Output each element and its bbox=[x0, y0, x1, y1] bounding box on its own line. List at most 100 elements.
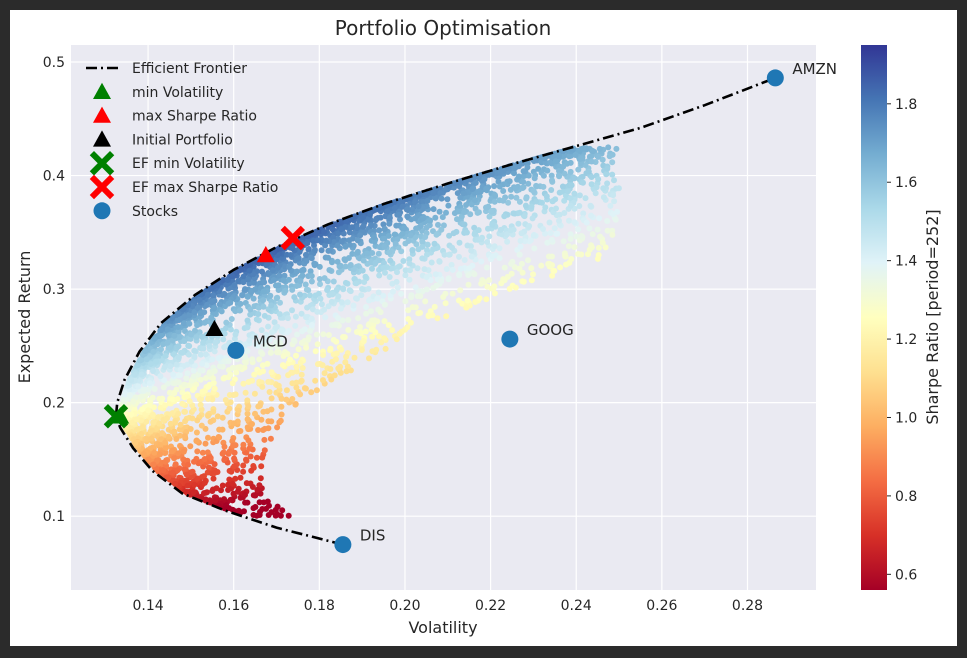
portfolio-point bbox=[216, 426, 223, 433]
portfolio-point bbox=[289, 307, 295, 314]
portfolio-point bbox=[292, 313, 299, 320]
portfolio-point bbox=[280, 277, 287, 284]
portfolio-point bbox=[157, 441, 164, 448]
portfolio-point bbox=[607, 202, 614, 209]
portfolio-point bbox=[221, 344, 228, 351]
portfolio-point bbox=[496, 245, 503, 252]
portfolio-point bbox=[244, 317, 251, 324]
portfolio-point bbox=[475, 209, 482, 216]
portfolio-point bbox=[404, 213, 411, 220]
portfolio-point bbox=[259, 383, 266, 390]
y-tick-label: 0.4 bbox=[43, 169, 65, 185]
portfolio-point bbox=[237, 300, 244, 307]
figure-frame: AMZN GOOG MCD DIS 0.14 0.16 0.18 0.20 0.22 0.24 0… bbox=[10, 10, 957, 646]
portfolio-point bbox=[145, 457, 152, 463]
x-tick-label: 0.24 bbox=[561, 598, 592, 614]
portfolio-point bbox=[172, 480, 179, 487]
portfolio-point bbox=[220, 277, 227, 283]
portfolio-point bbox=[398, 290, 405, 297]
portfolio-point bbox=[197, 401, 204, 408]
colorbar-ticks: 0.6 0.8 1.0 1.2 1.4 1.6 1.8 bbox=[887, 97, 917, 583]
portfolio-point bbox=[501, 264, 508, 271]
portfolio-point bbox=[593, 184, 600, 191]
portfolio-point bbox=[471, 224, 478, 231]
portfolio-point bbox=[308, 315, 315, 322]
portfolio-point bbox=[261, 447, 268, 454]
portfolio-point bbox=[381, 226, 388, 233]
portfolio-point bbox=[468, 253, 475, 260]
portfolio-point bbox=[229, 273, 236, 279]
portfolio-point bbox=[265, 425, 272, 432]
portfolio-point bbox=[325, 332, 332, 338]
portfolio-point bbox=[211, 385, 218, 392]
portfolio-point bbox=[446, 251, 453, 258]
portfolio-point bbox=[257, 475, 264, 482]
portfolio-point bbox=[158, 346, 164, 353]
portfolio-point bbox=[210, 408, 217, 415]
portfolio-point bbox=[175, 328, 182, 335]
portfolio-point bbox=[528, 265, 535, 272]
portfolio-point bbox=[308, 278, 315, 285]
portfolio-point bbox=[572, 152, 579, 158]
portfolio-point bbox=[515, 173, 522, 180]
portfolio-point bbox=[231, 282, 238, 289]
portfolio-point bbox=[481, 279, 488, 286]
portfolio-point bbox=[461, 209, 468, 216]
portfolio-point bbox=[233, 369, 240, 376]
portfolio-point bbox=[483, 185, 490, 192]
portfolio-point bbox=[151, 449, 158, 456]
portfolio-point bbox=[194, 417, 201, 424]
portfolio-point bbox=[191, 458, 197, 465]
portfolio-point bbox=[135, 383, 142, 390]
portfolio-point bbox=[369, 265, 375, 272]
portfolio-point bbox=[354, 225, 360, 231]
portfolio-point bbox=[546, 219, 553, 226]
portfolio-point bbox=[357, 324, 363, 330]
portfolio-point bbox=[531, 245, 538, 252]
portfolio-point bbox=[147, 361, 154, 367]
portfolio-point bbox=[307, 268, 314, 275]
portfolio-point bbox=[541, 155, 548, 162]
portfolio-point bbox=[259, 351, 266, 357]
portfolio-point bbox=[267, 292, 274, 299]
portfolio-point bbox=[498, 280, 505, 287]
portfolio-point bbox=[128, 411, 135, 418]
portfolio-point bbox=[259, 362, 266, 369]
portfolio-point bbox=[491, 283, 498, 290]
portfolio-point bbox=[438, 278, 445, 285]
portfolio-point bbox=[496, 183, 503, 190]
portfolio-point bbox=[420, 215, 426, 222]
portfolio-point bbox=[250, 492, 257, 499]
portfolio-point bbox=[530, 232, 537, 239]
portfolio-point bbox=[484, 204, 491, 211]
portfolio-point bbox=[198, 422, 205, 429]
portfolio-point bbox=[219, 414, 226, 421]
y-tick-labels: 0.1 0.2 0.3 0.4 0.5 bbox=[43, 55, 65, 525]
portfolio-point bbox=[223, 319, 230, 326]
portfolio-point bbox=[533, 182, 540, 189]
portfolio-point bbox=[291, 337, 297, 344]
portfolio-point bbox=[359, 286, 366, 292]
portfolio-point bbox=[189, 415, 196, 422]
portfolio-point bbox=[419, 238, 426, 245]
portfolio-point bbox=[229, 364, 236, 371]
portfolio-point bbox=[181, 320, 188, 327]
portfolio-point bbox=[327, 366, 334, 372]
portfolio-point bbox=[520, 178, 527, 185]
portfolio-point bbox=[412, 215, 419, 222]
portfolio-point bbox=[279, 334, 286, 341]
portfolio-point bbox=[366, 297, 372, 304]
portfolio-point bbox=[329, 226, 336, 233]
portfolio-point bbox=[488, 208, 495, 215]
portfolio-point bbox=[132, 439, 139, 446]
portfolio-point bbox=[518, 230, 525, 237]
portfolio-point bbox=[159, 430, 166, 437]
portfolio-point bbox=[272, 324, 279, 331]
portfolio-point bbox=[312, 292, 319, 299]
portfolio-point bbox=[184, 393, 191, 400]
stock-point bbox=[501, 330, 519, 348]
portfolio-point bbox=[189, 387, 196, 393]
portfolio-point bbox=[318, 247, 325, 254]
portfolio-point bbox=[313, 331, 320, 338]
portfolio-point bbox=[520, 184, 527, 191]
